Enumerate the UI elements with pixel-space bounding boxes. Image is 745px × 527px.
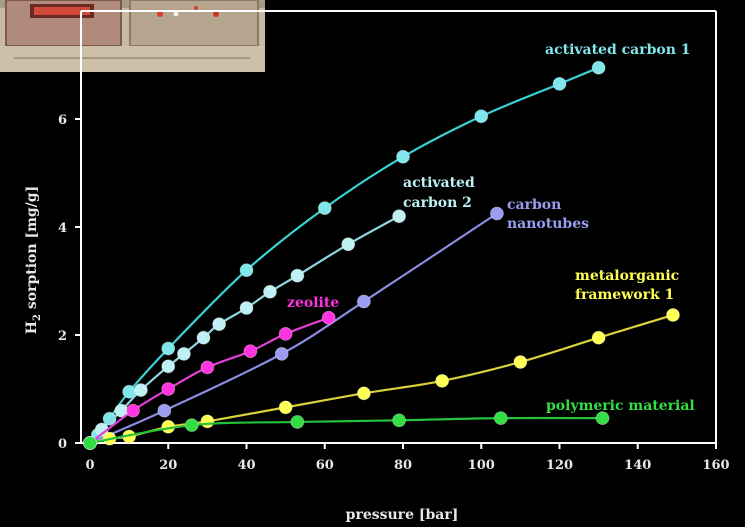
series-label-activated-carbon-2: activated carbon 2	[403, 175, 475, 211]
x-tick-label: 140	[624, 458, 651, 473]
data-point	[157, 403, 172, 418]
data-point	[274, 346, 289, 361]
data-point	[591, 60, 606, 75]
data-point	[133, 383, 148, 397]
series-carbon-nanotubes	[83, 206, 504, 450]
data-point	[356, 294, 371, 309]
data-point	[392, 209, 406, 224]
data-point	[435, 373, 450, 388]
data-point	[263, 284, 277, 299]
series-line-polymeric-material	[89, 416, 603, 445]
x-tick-label: 120	[546, 458, 573, 473]
series-label-carbon-nanotubes: carbon nanotubes	[507, 197, 589, 232]
series-group	[83, 60, 680, 450]
y-tick-label: 2	[58, 329, 67, 344]
data-point	[666, 308, 680, 322]
data-point	[317, 201, 332, 216]
data-point	[513, 355, 528, 369]
data-point	[278, 327, 293, 341]
data-point	[396, 149, 410, 164]
series-label-activated-carbon-1: activated carbon 1	[545, 42, 691, 58]
series-line-metalorganic-framework-1	[89, 313, 674, 445]
series-label-zeolite: zeolite	[287, 295, 339, 311]
data-point	[493, 411, 508, 426]
y-tick-label: 0	[58, 437, 67, 452]
x-axis-label: pressure [bar]	[346, 507, 459, 523]
series-activated-carbon-1	[83, 60, 606, 450]
x-tick-label: 40	[237, 458, 255, 473]
y-tick-label: 4	[58, 221, 67, 236]
data-point	[200, 414, 215, 429]
data-point	[474, 109, 489, 124]
x-tick-label: 160	[702, 458, 729, 473]
x-tick-label: 0	[85, 458, 94, 473]
series-labels: activated carbon 1 activated carbon 2 carbo…	[287, 42, 695, 414]
data-point	[552, 77, 567, 91]
data-point	[126, 403, 140, 418]
data-point	[102, 411, 117, 426]
data-point	[196, 330, 211, 345]
data-point	[321, 310, 336, 325]
data-point	[290, 415, 305, 429]
data-point	[356, 386, 371, 401]
data-point	[239, 263, 254, 278]
data-point	[278, 400, 293, 415]
data-point	[290, 268, 305, 283]
data-point	[161, 341, 176, 356]
x-tick-label: 60	[316, 458, 334, 473]
series-polymeric-material	[83, 411, 610, 450]
x-tick-label: 100	[468, 458, 495, 473]
data-point	[591, 330, 606, 345]
y-axis-ticks: 0 2 4 6	[58, 113, 81, 452]
series-label-metalorganic-framework-1: metalorganic framework 1	[575, 268, 679, 303]
series-label-polymeric-material: polymeric material	[546, 398, 695, 414]
y-tick-label: 6	[58, 113, 67, 128]
data-point	[489, 206, 504, 221]
data-point	[595, 411, 610, 426]
data-point	[212, 317, 227, 332]
series-line-carbon-nanotubes	[89, 212, 498, 445]
data-point	[83, 436, 97, 450]
data-point	[200, 360, 215, 375]
data-point	[161, 382, 176, 396]
data-point	[176, 346, 191, 361]
x-tick-label: 20	[159, 458, 177, 473]
x-tick-label: 80	[394, 458, 412, 473]
data-point	[392, 413, 406, 428]
data-point	[161, 359, 176, 374]
data-point	[184, 418, 199, 433]
data-point	[341, 237, 356, 252]
x-axis-ticks: 0 20 40 60 80 100 120 140 160	[85, 443, 730, 473]
y-axis-label: H2 sorption [mg/g]	[24, 186, 43, 334]
data-point	[239, 301, 254, 315]
data-point	[243, 344, 258, 359]
